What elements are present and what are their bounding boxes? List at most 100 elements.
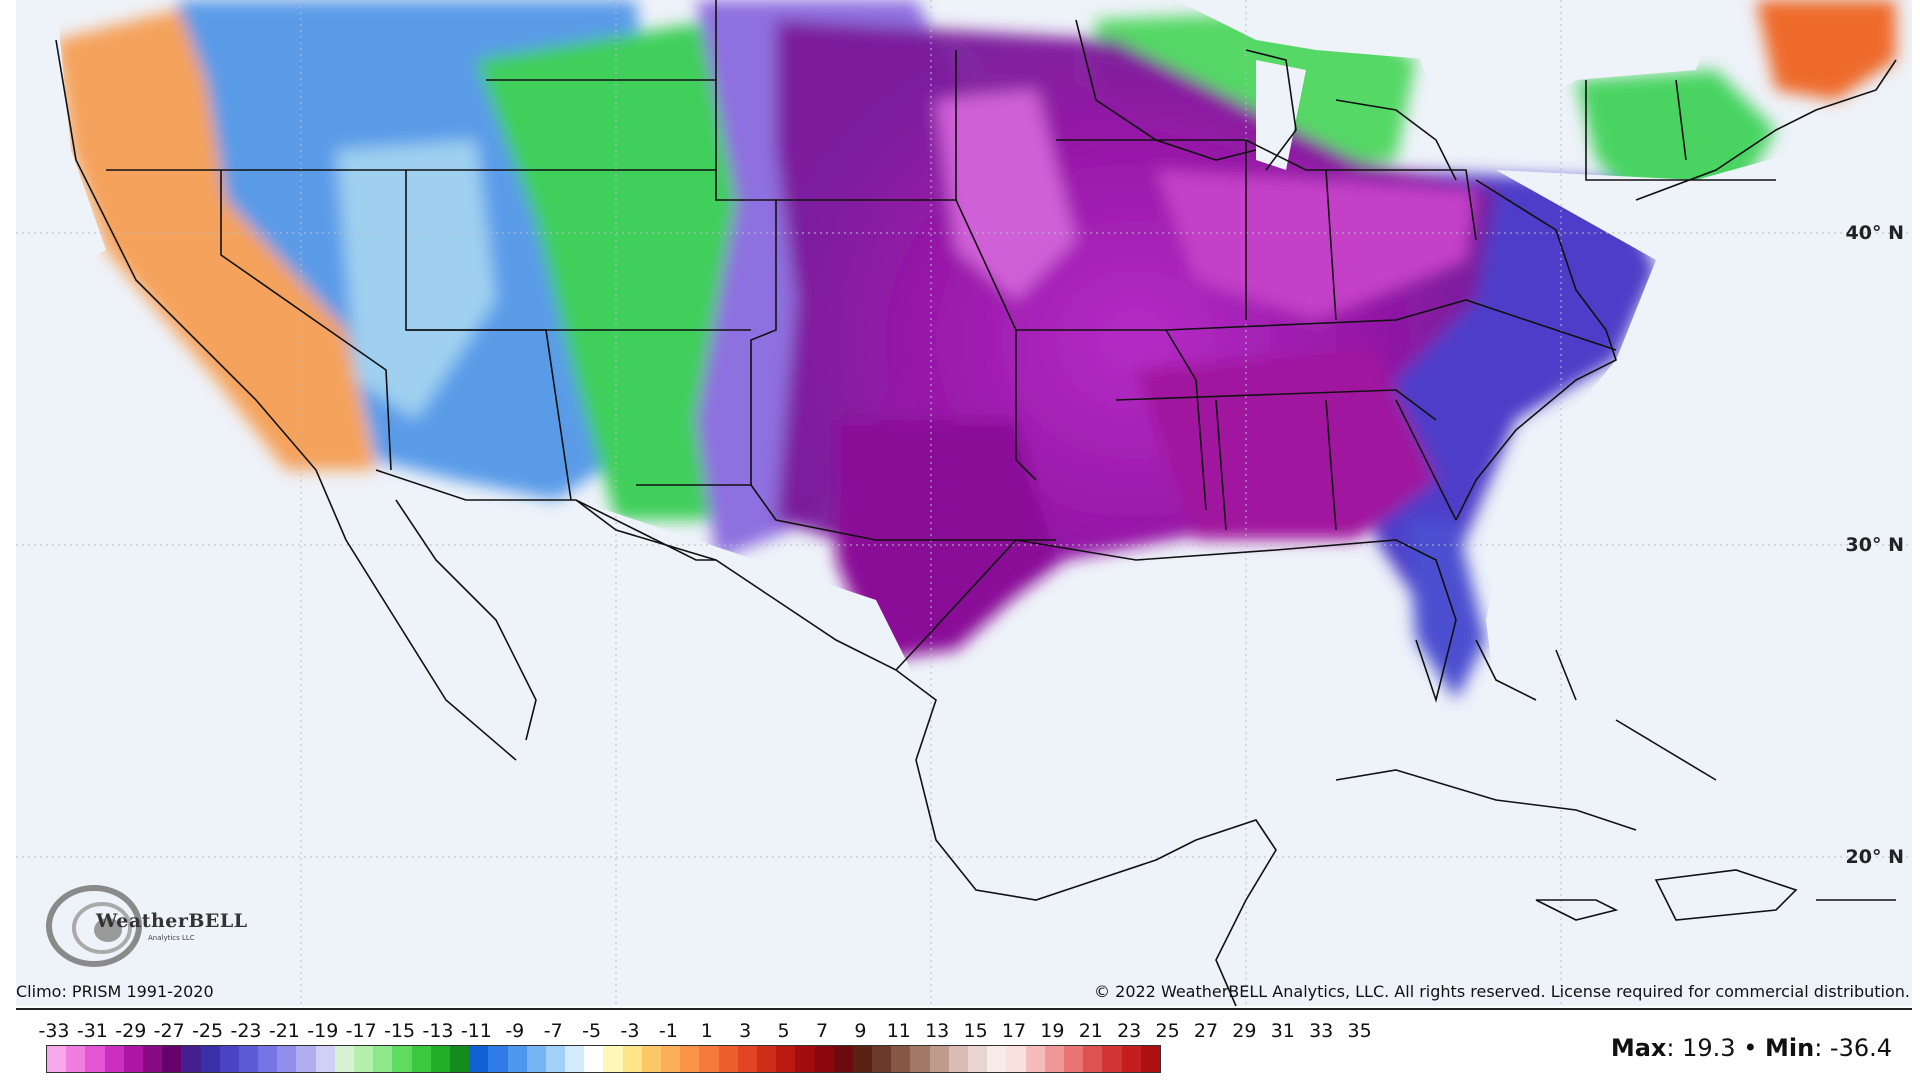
colorbar-swatch [430, 1046, 450, 1072]
colorbar-swatch [142, 1046, 163, 1072]
colorbar-swatch [47, 1046, 67, 1072]
colorbar-swatch [373, 1046, 393, 1072]
colorbar-tick-label: 27 [1193, 1020, 1219, 1042]
colorbar-tick-label: -9 [505, 1020, 525, 1042]
colorbar-tick-label: -29 [115, 1020, 147, 1042]
colorbar-tick-label: 3 [739, 1020, 752, 1042]
colorbar-tick-label: 15 [963, 1020, 988, 1042]
colorbar-swatch [718, 1046, 738, 1072]
field-west-coast-warm [56, 0, 376, 470]
colorbar-swatch [565, 1046, 585, 1072]
colorbar-swatch [968, 1046, 988, 1072]
climo-attribution: Climo: PRISM 1991-2020 [16, 982, 214, 1001]
colorbar-swatch [1121, 1046, 1141, 1072]
colorbar-swatch [603, 1046, 623, 1072]
min-label: Min [1764, 1034, 1815, 1062]
lat-label-30n: 30° N [1845, 534, 1904, 556]
colorbar-tick-label: 7 [815, 1020, 829, 1042]
colorbar-tick-label: -19 [307, 1020, 339, 1042]
borders [55, 0, 1897, 1006]
lat-label-20n: 20° N [1845, 846, 1904, 868]
colorbar-swatch [258, 1046, 278, 1072]
colorbar-swatch [699, 1046, 719, 1072]
field-maine-warm [1756, 0, 1896, 100]
colorbar-swatch [929, 1046, 949, 1072]
colorbar-swatch [392, 1046, 412, 1072]
colorbar-swatch [411, 1046, 431, 1072]
colorbar-tick-label: -7 [543, 1020, 563, 1042]
colorbar-swatch [910, 1046, 930, 1072]
colorbar-swatch [872, 1046, 892, 1072]
colorbar-swatch [334, 1046, 354, 1072]
colorbar-swatch [795, 1046, 815, 1072]
field-plains-bright [936, 90, 1076, 300]
colorbar-tick-label: 33 [1309, 1020, 1334, 1042]
colorbar-swatch [85, 1046, 105, 1072]
colorbar-swatch [1006, 1046, 1026, 1072]
colorbar-ticks: -33 -31 -29 -27 -25 -23 -21 -19 -17 -15 -13 -11 -9 -7… [30, 1018, 1390, 1042]
colorbar-swatch [948, 1046, 968, 1072]
colorbar-swatch [104, 1046, 124, 1072]
logo-subtext: Analytics LLC [148, 934, 195, 942]
colorbar-swatch [277, 1046, 297, 1072]
colorbar-swatch [315, 1046, 335, 1072]
field-southeast-deep [1136, 350, 1436, 540]
colorbar-swatch [622, 1046, 642, 1072]
colorbar-swatch [584, 1046, 604, 1072]
colorbar-tick-label: -11 [460, 1020, 492, 1042]
colorbar-swatch [66, 1046, 86, 1072]
colorbar-tick-label: 23 [1117, 1020, 1142, 1042]
colorbar-swatch [181, 1046, 201, 1072]
colorbar-tick-label: 19 [1040, 1020, 1065, 1042]
colorbar-swatch [162, 1046, 182, 1072]
logo-swirl-icon [46, 885, 142, 967]
temperature-anomaly-map[interactable]: 40° N 30° N 20° N WeatherBELL Analytics … [16, 0, 1912, 1006]
colorbar-tick-label: -17 [345, 1020, 377, 1042]
field-florida-blue [1406, 520, 1486, 700]
colorbar-tick-label: -23 [230, 1020, 262, 1042]
colorbar-tick-label: 11 [886, 1020, 911, 1042]
colorbar-tick-label: -5 [582, 1020, 602, 1042]
map-canvas [16, 0, 1912, 1006]
colorbar-tick-label: -27 [153, 1020, 185, 1042]
colorbar-tick-label: -1 [658, 1020, 678, 1042]
colorbar-swatch [526, 1046, 546, 1072]
colorbar-tick-label: -33 [38, 1020, 70, 1042]
field-northeast-green [1576, 70, 1776, 200]
colorbar-swatch [507, 1046, 527, 1072]
colorbar-swatch [1044, 1046, 1064, 1072]
field-ohio-bright [1156, 170, 1476, 320]
colorbar-tick-label: -25 [192, 1020, 224, 1042]
colorbar-swatch [737, 1046, 757, 1072]
graticule [16, 0, 1912, 1006]
colorbar-swatch [1140, 1046, 1160, 1072]
colorbar-tick-label: 17 [1001, 1020, 1027, 1042]
colorbar-swatch [1083, 1046, 1103, 1072]
colorbar-tick-label: 31 [1270, 1020, 1295, 1042]
colorbar-swatch [680, 1046, 700, 1072]
max-label: Max [1610, 1034, 1667, 1062]
colorbar-tick-label: 21 [1078, 1020, 1103, 1042]
colorbar-swatch [641, 1046, 661, 1072]
weatherbell-logo: WeatherBELL Analytics LLC [44, 880, 247, 970]
colorbar-swatch [219, 1046, 239, 1072]
colorbar-tick-label: -13 [422, 1020, 454, 1042]
colorbar-tick-label: 25 [1155, 1020, 1180, 1042]
colorbar-swatch [814, 1046, 834, 1072]
colorbar-tick-label: 5 [777, 1020, 790, 1042]
colorbar-swatch [296, 1046, 316, 1072]
colorbar-swatch [123, 1046, 143, 1072]
colorbar-tick-label: -15 [384, 1020, 416, 1042]
colorbar-swatch [756, 1046, 777, 1072]
colorbar-swatch [987, 1046, 1007, 1072]
min-value: : -36.4 [1814, 1034, 1892, 1062]
colorbar-swatch [200, 1046, 220, 1072]
colorbar-swatch [238, 1046, 259, 1072]
colorbar-swatch [833, 1046, 853, 1072]
legend-separator [16, 1008, 1912, 1010]
water-mask [16, 0, 1912, 1006]
colorbar-tick-label: 9 [854, 1020, 867, 1042]
colorbar-swatch [545, 1046, 566, 1072]
colorbar-tick-label: 13 [925, 1020, 950, 1042]
max-value: : 19.3 • [1666, 1034, 1765, 1062]
